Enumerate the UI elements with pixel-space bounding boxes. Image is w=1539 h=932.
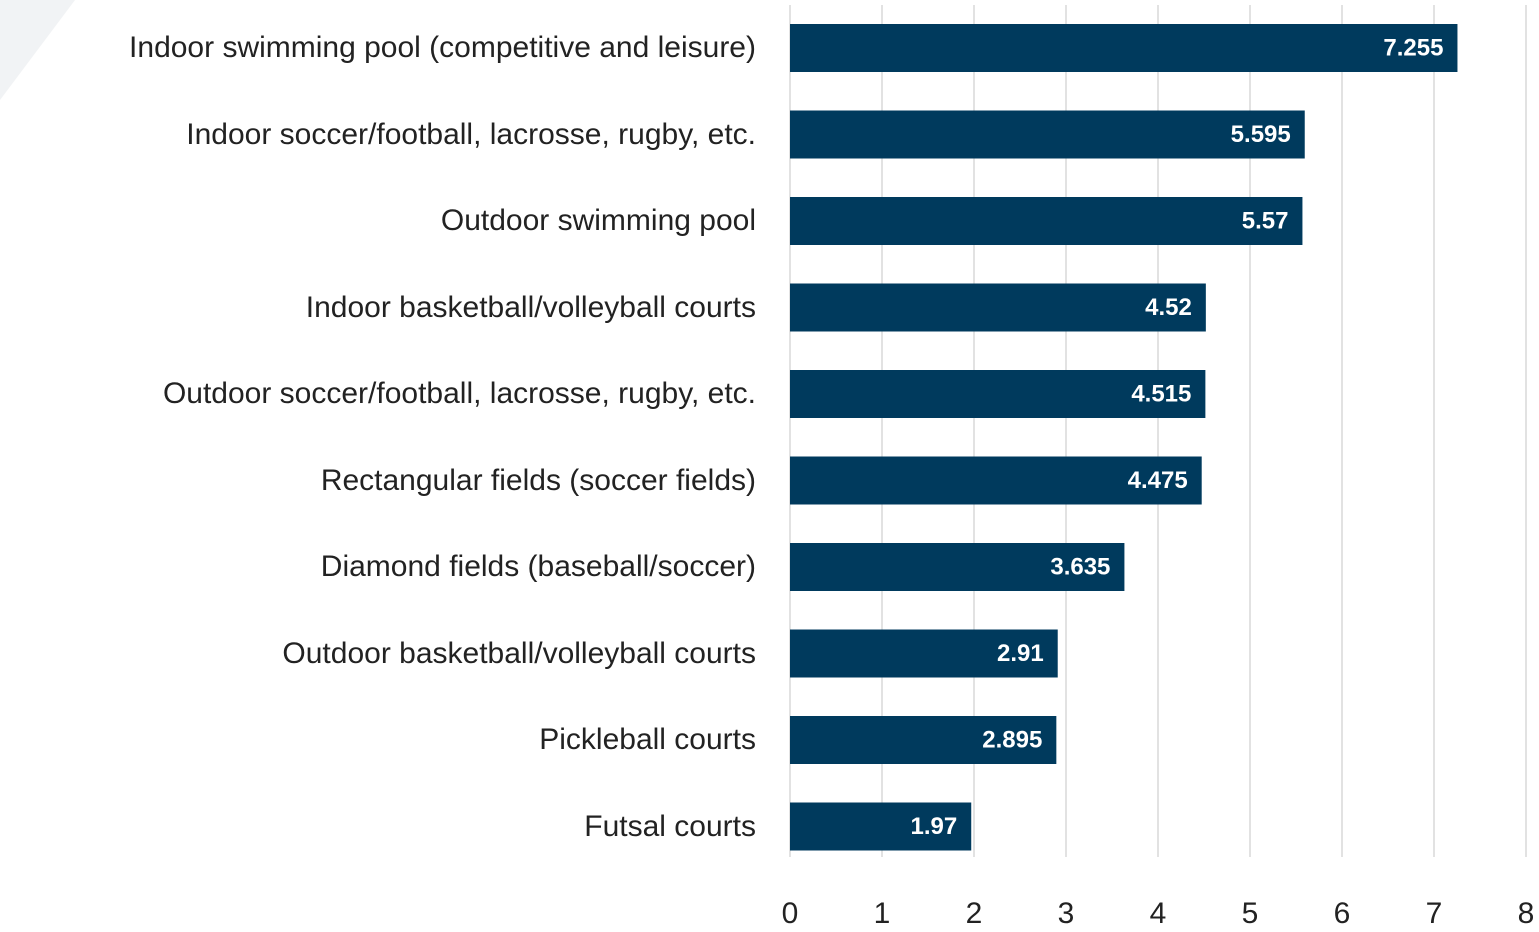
y-tick-label: Diamond fields (baseball/soccer) <box>320 550 756 583</box>
value-label: 5.595 <box>1231 121 1291 148</box>
y-tick-label: Indoor basketball/volleyball courts <box>305 290 756 324</box>
x-tick-label: 2 <box>966 897 983 930</box>
decoration <box>0 0 75 100</box>
y-tick-label: Rectangular fields (soccer fields) <box>320 463 756 497</box>
value-label: 2.91 <box>997 640 1044 667</box>
bar <box>790 370 1206 418</box>
x-tick-label: 1 <box>874 897 891 930</box>
y-tick-label: Outdoor basketball/volleyball courts <box>282 636 756 670</box>
bar <box>790 110 1305 159</box>
value-label: 5.57 <box>1242 207 1289 234</box>
y-tick-label: Indoor swimming pool (competitive and le… <box>129 31 756 64</box>
y-tick-label: Pickleball courts <box>539 723 756 756</box>
bar <box>790 24 1458 72</box>
value-label: 1.97 <box>911 813 958 840</box>
y-tick-label: Futsal courts <box>584 809 756 843</box>
bar <box>790 456 1202 505</box>
x-tick-label: 4 <box>1150 897 1167 930</box>
y-tick-label: Outdoor swimming pool <box>440 204 756 237</box>
value-label: 7.255 <box>1383 34 1443 61</box>
bar <box>790 802 972 851</box>
x-tick-label: 7 <box>1426 897 1443 930</box>
value-label: 4.52 <box>1145 294 1192 321</box>
y-tick-label: Outdoor soccer/football, lacrosse, rugby… <box>162 377 756 410</box>
x-tick-label: 0 <box>782 897 799 930</box>
value-label: 4.515 <box>1131 380 1191 407</box>
x-tick-label: 5 <box>1242 897 1259 930</box>
bar <box>790 629 1058 678</box>
value-label: 4.475 <box>1128 467 1188 494</box>
value-label: 2.895 <box>982 726 1042 753</box>
x-tick-label: 3 <box>1058 897 1075 930</box>
bar <box>790 197 1303 245</box>
bar <box>790 716 1057 764</box>
x-tick-label: 8 <box>1518 897 1535 930</box>
value-label: 3.635 <box>1050 553 1110 580</box>
y-tick-label: Indoor soccer/football, lacrosse, rugby,… <box>186 117 756 151</box>
bar <box>790 283 1206 332</box>
x-tick-label: 6 <box>1334 897 1351 930</box>
bar <box>790 543 1125 591</box>
